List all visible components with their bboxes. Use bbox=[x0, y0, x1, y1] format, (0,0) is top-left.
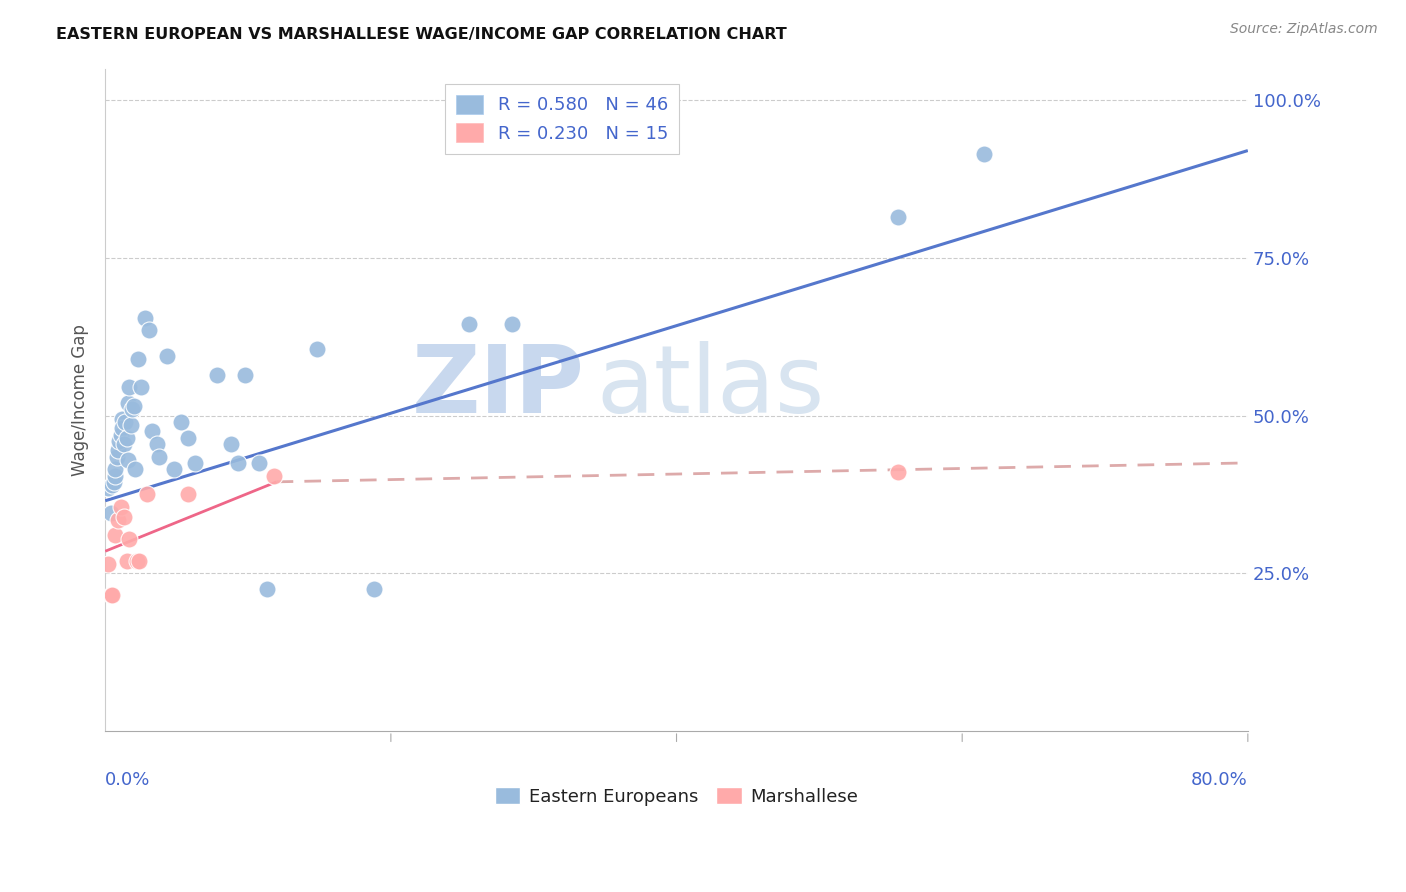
Point bbox=[887, 466, 910, 480]
Point bbox=[363, 582, 385, 596]
Point bbox=[128, 554, 150, 568]
Point bbox=[107, 513, 129, 527]
Point bbox=[141, 425, 163, 439]
Point bbox=[104, 462, 127, 476]
Point bbox=[122, 399, 145, 413]
Point bbox=[117, 396, 139, 410]
Point bbox=[104, 468, 127, 483]
Text: Source: ZipAtlas.com: Source: ZipAtlas.com bbox=[1230, 22, 1378, 37]
Point bbox=[112, 437, 135, 451]
Point bbox=[103, 475, 125, 489]
Point bbox=[184, 456, 207, 470]
Point bbox=[127, 351, 149, 366]
Point bbox=[219, 437, 242, 451]
Text: 0.0%: 0.0% bbox=[105, 771, 150, 789]
Point bbox=[177, 431, 200, 445]
Legend: Eastern Europeans, Marshallese: Eastern Europeans, Marshallese bbox=[488, 780, 866, 814]
Point bbox=[163, 462, 186, 476]
Point bbox=[263, 468, 285, 483]
Point bbox=[110, 427, 132, 442]
Point bbox=[249, 456, 271, 470]
Point bbox=[125, 554, 148, 568]
Point bbox=[138, 323, 160, 337]
Point bbox=[107, 443, 129, 458]
Point bbox=[101, 588, 124, 602]
Point bbox=[97, 481, 120, 495]
Point bbox=[118, 532, 141, 546]
Point bbox=[111, 421, 134, 435]
Point bbox=[458, 317, 481, 331]
Point bbox=[135, 487, 157, 501]
Point bbox=[501, 317, 523, 331]
Point bbox=[148, 450, 170, 464]
Point bbox=[108, 434, 131, 448]
Point bbox=[226, 456, 249, 470]
Point bbox=[101, 478, 124, 492]
Point bbox=[111, 411, 134, 425]
Point bbox=[112, 509, 135, 524]
Point bbox=[145, 437, 167, 451]
Point bbox=[97, 557, 120, 571]
Point bbox=[233, 368, 256, 382]
Point bbox=[100, 507, 122, 521]
Point bbox=[129, 380, 152, 394]
Point bbox=[115, 431, 138, 445]
Text: ZIP: ZIP bbox=[412, 341, 585, 433]
Point bbox=[104, 528, 127, 542]
Point bbox=[105, 450, 128, 464]
Point bbox=[120, 417, 142, 432]
Point bbox=[117, 452, 139, 467]
Point bbox=[118, 380, 141, 394]
Point bbox=[110, 500, 132, 514]
Point bbox=[170, 415, 193, 429]
Text: atlas: atlas bbox=[596, 341, 825, 433]
Text: 80.0%: 80.0% bbox=[1191, 771, 1249, 789]
Point bbox=[305, 343, 328, 357]
Text: EASTERN EUROPEAN VS MARSHALLESE WAGE/INCOME GAP CORRELATION CHART: EASTERN EUROPEAN VS MARSHALLESE WAGE/INC… bbox=[56, 27, 787, 42]
Point bbox=[114, 415, 136, 429]
Point bbox=[134, 310, 156, 325]
Point bbox=[973, 146, 995, 161]
Point bbox=[256, 582, 278, 596]
Point bbox=[156, 349, 179, 363]
Point bbox=[887, 210, 910, 224]
Point bbox=[121, 402, 143, 417]
Point bbox=[115, 554, 138, 568]
Y-axis label: Wage/Income Gap: Wage/Income Gap bbox=[72, 324, 89, 475]
Point bbox=[177, 487, 200, 501]
Point bbox=[100, 588, 122, 602]
Point bbox=[205, 368, 228, 382]
Point bbox=[124, 462, 146, 476]
